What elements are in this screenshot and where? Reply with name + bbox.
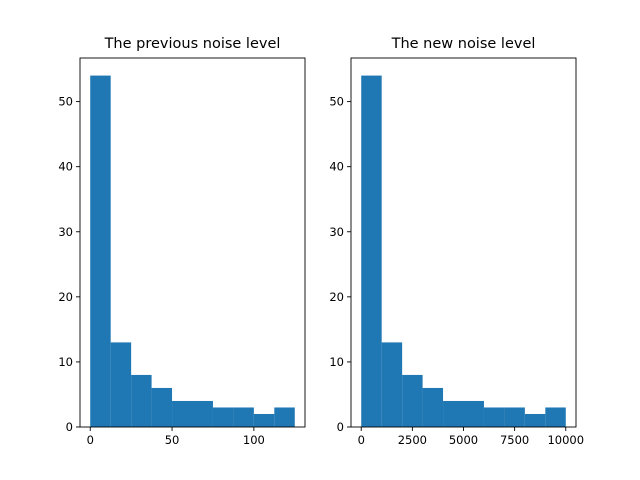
histogram-bar — [151, 387, 173, 427]
y-tick-label: 40 — [58, 160, 73, 174]
histogram-bar — [422, 387, 444, 427]
histogram-bar — [545, 407, 566, 427]
y-tick-label: 30 — [58, 225, 73, 239]
bars — [361, 75, 566, 428]
y-tick-label: 0 — [66, 420, 73, 434]
y-tick-label: 40 — [329, 160, 344, 174]
x-tick-label: 2500 — [398, 433, 427, 447]
histogram-bar — [110, 342, 132, 427]
histogram-bar — [504, 407, 525, 427]
histogram-bar — [90, 75, 111, 428]
chart-title: The new noise level — [391, 36, 536, 52]
x-tick-label: 100 — [243, 433, 265, 447]
x-tick-label: 50 — [165, 433, 180, 447]
y-tick-label: 20 — [329, 290, 344, 304]
y-tick-label: 10 — [329, 355, 344, 369]
histogram-bar — [233, 407, 254, 427]
histogram-bar — [483, 407, 505, 427]
y-tick-label: 20 — [58, 290, 73, 304]
x-tick-label: 0 — [358, 433, 365, 447]
right-histogram: The new noise level 0 2500 5000 7500 10000 0 1… — [329, 36, 584, 447]
x-tick-label: 5000 — [449, 433, 478, 447]
bars — [90, 75, 295, 428]
axes: 0 2500 5000 7500 10000 0 10 20 30 40 50 — [329, 57, 584, 447]
y-tick-label: 30 — [329, 225, 344, 239]
chart-title: The previous noise level — [104, 36, 281, 52]
x-tick-label: 0 — [87, 433, 94, 447]
x-tick-label: 7500 — [500, 433, 529, 447]
y-tick-label: 10 — [58, 355, 73, 369]
y-tick-label: 0 — [337, 420, 344, 434]
histogram-bar — [463, 400, 484, 427]
histogram-bar — [402, 374, 423, 427]
histogram-bar — [253, 413, 275, 427]
histogram-bar — [212, 407, 234, 427]
axes: 0 50 100 0 10 20 30 40 50 — [58, 57, 306, 447]
left-histogram: The previous noise level 0 50 100 0 10 20 30 40… — [58, 36, 306, 447]
histogram-bar — [381, 342, 403, 427]
histogram-bar — [131, 374, 152, 427]
y-tick-label: 50 — [58, 95, 73, 109]
histogram-bar — [172, 400, 193, 427]
axes-frame — [79, 57, 306, 428]
y-tick-label: 50 — [329, 95, 344, 109]
x-tick-label: 10000 — [547, 433, 584, 447]
histogram-bar — [192, 400, 213, 427]
histogram-bar — [443, 400, 464, 427]
histogram-bar — [274, 407, 295, 427]
histogram-bar — [361, 75, 382, 428]
histogram-bar — [524, 413, 546, 427]
